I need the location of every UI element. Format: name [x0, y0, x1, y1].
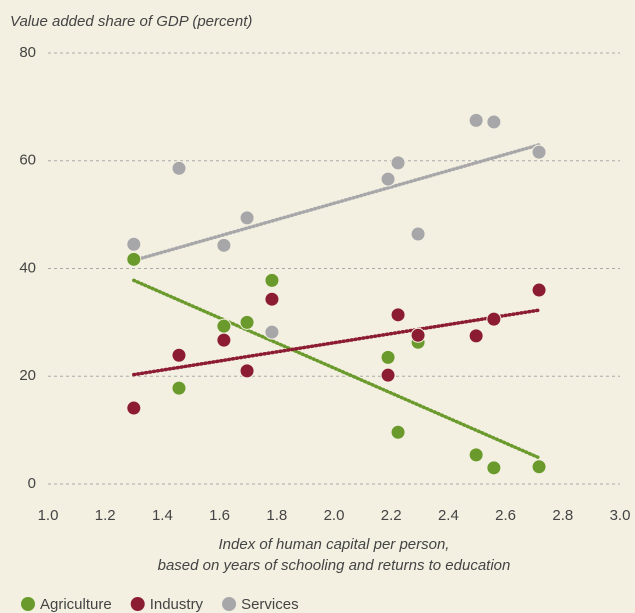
chart-title: Value added share of GDP (percent)	[10, 13, 252, 30]
trend-line	[132, 278, 542, 460]
y-tick-label: 60	[19, 152, 36, 169]
point	[390, 155, 406, 171]
point	[126, 251, 142, 267]
point	[410, 226, 426, 242]
x-tick-label: 2.8	[552, 507, 573, 524]
point	[486, 311, 502, 327]
point	[531, 459, 547, 475]
point	[468, 328, 484, 344]
x-tick-label: 1.0	[38, 507, 59, 524]
trend-line	[132, 142, 542, 263]
point	[531, 282, 547, 298]
x-tick-label: 2.4	[438, 507, 459, 524]
point	[486, 114, 502, 130]
point	[380, 171, 396, 187]
trend-line	[132, 308, 542, 377]
point	[239, 314, 255, 330]
point	[216, 318, 232, 334]
point	[468, 447, 484, 463]
x-tick-label: 2.0	[324, 507, 345, 524]
point	[171, 347, 187, 363]
point	[380, 349, 396, 365]
point	[380, 367, 396, 383]
point	[264, 291, 280, 307]
point	[264, 324, 280, 340]
point	[126, 236, 142, 252]
point	[239, 210, 255, 226]
legend-label: Services	[241, 596, 299, 613]
point	[390, 307, 406, 323]
point	[468, 112, 484, 128]
legend-label: Industry	[150, 596, 204, 613]
y-tick-label: 80	[19, 44, 36, 61]
legend-label: Agriculture	[40, 596, 112, 613]
point	[264, 272, 280, 288]
point	[216, 332, 232, 348]
point	[239, 363, 255, 379]
x-axis-label: Index of human capital per person,	[219, 536, 450, 553]
y-tick-label: 0	[28, 475, 36, 492]
legend-marker	[130, 597, 145, 611]
x-tick-label: 2.6	[495, 507, 516, 524]
point	[390, 424, 406, 440]
legend-marker	[21, 597, 35, 611]
point	[171, 380, 187, 396]
x-tick-label: 3.0	[610, 507, 631, 524]
x-tick-label: 2.2	[381, 507, 402, 524]
point	[171, 160, 187, 176]
point	[216, 237, 232, 253]
point	[531, 144, 547, 160]
point	[410, 327, 426, 343]
y-tick-label: 40	[19, 259, 36, 276]
point	[126, 400, 142, 416]
point	[486, 460, 502, 476]
legend-marker	[222, 597, 237, 611]
x-axis-label: based on years of schooling and returns …	[158, 557, 511, 574]
x-tick-label: 1.2	[95, 507, 116, 524]
x-tick-label: 1.6	[209, 507, 230, 524]
x-tick-label: 1.4	[152, 507, 173, 524]
y-tick-label: 20	[19, 367, 36, 384]
x-tick-label: 1.8	[266, 507, 287, 524]
